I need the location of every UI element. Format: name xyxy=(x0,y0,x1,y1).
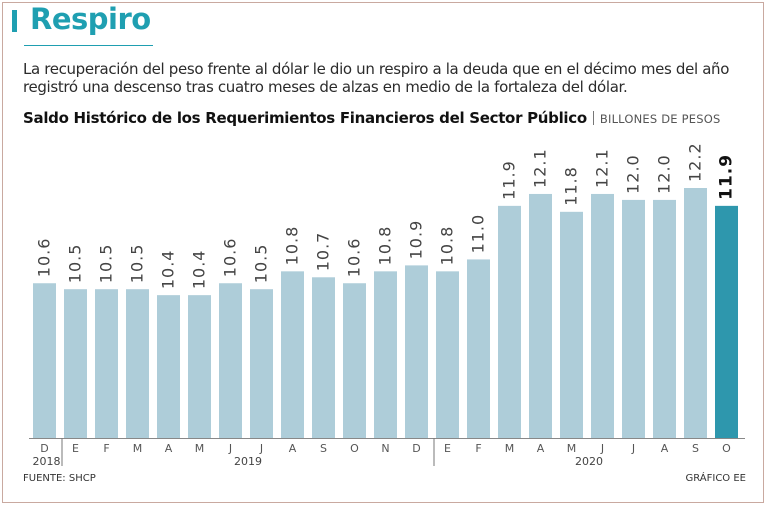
x-tick-label: A xyxy=(165,442,173,455)
chart-title: Saldo Histórico de los Requerimientos Fi… xyxy=(23,109,587,127)
bar xyxy=(95,289,118,438)
x-tick-label: S xyxy=(320,442,327,455)
bar xyxy=(436,271,459,438)
value-label: 10.4 xyxy=(159,250,178,290)
title-accent-bar xyxy=(12,10,17,32)
bar xyxy=(219,283,242,438)
chart-heading: Saldo Histórico de los Requerimientos Fi… xyxy=(23,108,720,127)
year-label: 2018 xyxy=(33,455,61,468)
value-label: 10.8 xyxy=(438,226,457,266)
value-label: 11.9 xyxy=(717,154,737,200)
bar xyxy=(467,259,490,438)
x-tick-label: F xyxy=(475,442,481,455)
x-tick-label: M xyxy=(505,442,515,455)
bar xyxy=(250,289,273,438)
subtitle: La recuperación del peso frente al dólar… xyxy=(23,60,730,96)
value-label: 10.5 xyxy=(66,244,85,284)
bar xyxy=(343,283,366,438)
x-tick-label: O xyxy=(350,442,359,455)
value-label: 10.6 xyxy=(35,238,54,278)
bar xyxy=(157,295,180,438)
x-tick-label: J xyxy=(631,442,635,455)
bar xyxy=(312,277,335,438)
bar xyxy=(529,193,552,438)
value-label: 10.8 xyxy=(376,226,395,266)
x-tick-label: J xyxy=(228,442,232,455)
bar xyxy=(374,271,397,438)
value-label: 10.9 xyxy=(407,220,426,260)
value-label: 10.4 xyxy=(190,250,209,290)
bar xyxy=(405,265,428,438)
bar xyxy=(498,205,521,438)
page-title: Respiro xyxy=(30,2,151,36)
bar xyxy=(715,205,738,438)
x-tick-label: J xyxy=(600,442,604,455)
value-label: 12.0 xyxy=(655,154,674,194)
x-tick-label: F xyxy=(103,442,109,455)
x-tick-label: E xyxy=(444,442,451,455)
value-label: 12.2 xyxy=(686,142,705,182)
bar xyxy=(560,211,583,438)
x-tick-label: D xyxy=(412,442,420,455)
bar xyxy=(33,283,56,438)
bar xyxy=(64,289,87,438)
value-label: 11.9 xyxy=(500,160,519,200)
bar xyxy=(591,193,614,438)
x-tick-label: E xyxy=(72,442,79,455)
year-label: 2020 xyxy=(575,455,603,468)
source-note: FUENTE: SHCP xyxy=(23,473,96,484)
bar xyxy=(653,199,676,438)
value-label: 10.5 xyxy=(128,244,147,284)
bar xyxy=(684,188,707,438)
value-label: 10.6 xyxy=(345,238,364,278)
x-tick-label: M xyxy=(133,442,143,455)
x-tick-label: J xyxy=(259,442,263,455)
value-label: 10.5 xyxy=(252,244,271,284)
x-tick-label: M xyxy=(567,442,577,455)
x-tick-label: O xyxy=(722,442,731,455)
bar xyxy=(188,295,211,438)
chart-units: BILLONES DE PESOS xyxy=(599,112,721,126)
x-tick-label: S xyxy=(692,442,699,455)
graphic-credit: GRÁFICO EE xyxy=(685,473,746,484)
bar xyxy=(622,199,645,438)
bar xyxy=(281,271,304,438)
x-tick-label: N xyxy=(381,442,389,455)
heading-separator xyxy=(592,111,594,125)
value-label: 12.0 xyxy=(624,154,643,194)
value-label: 12.1 xyxy=(593,148,612,188)
value-label: 10.7 xyxy=(314,232,333,272)
x-tick-label: A xyxy=(289,442,297,455)
value-label: 12.1 xyxy=(531,148,550,188)
x-tick-label: A xyxy=(537,442,545,455)
value-label: 11.0 xyxy=(469,214,488,254)
x-tick-label: M xyxy=(195,442,205,455)
title-underline xyxy=(24,45,153,46)
value-label: 10.5 xyxy=(97,244,116,284)
value-label: 10.8 xyxy=(283,226,302,266)
year-label: 2019 xyxy=(234,455,262,468)
value-label: 10.6 xyxy=(221,238,240,278)
value-label: 11.8 xyxy=(562,166,581,206)
bar xyxy=(126,289,149,438)
x-tick-label: A xyxy=(661,442,669,455)
x-tick-label: D xyxy=(40,442,48,455)
